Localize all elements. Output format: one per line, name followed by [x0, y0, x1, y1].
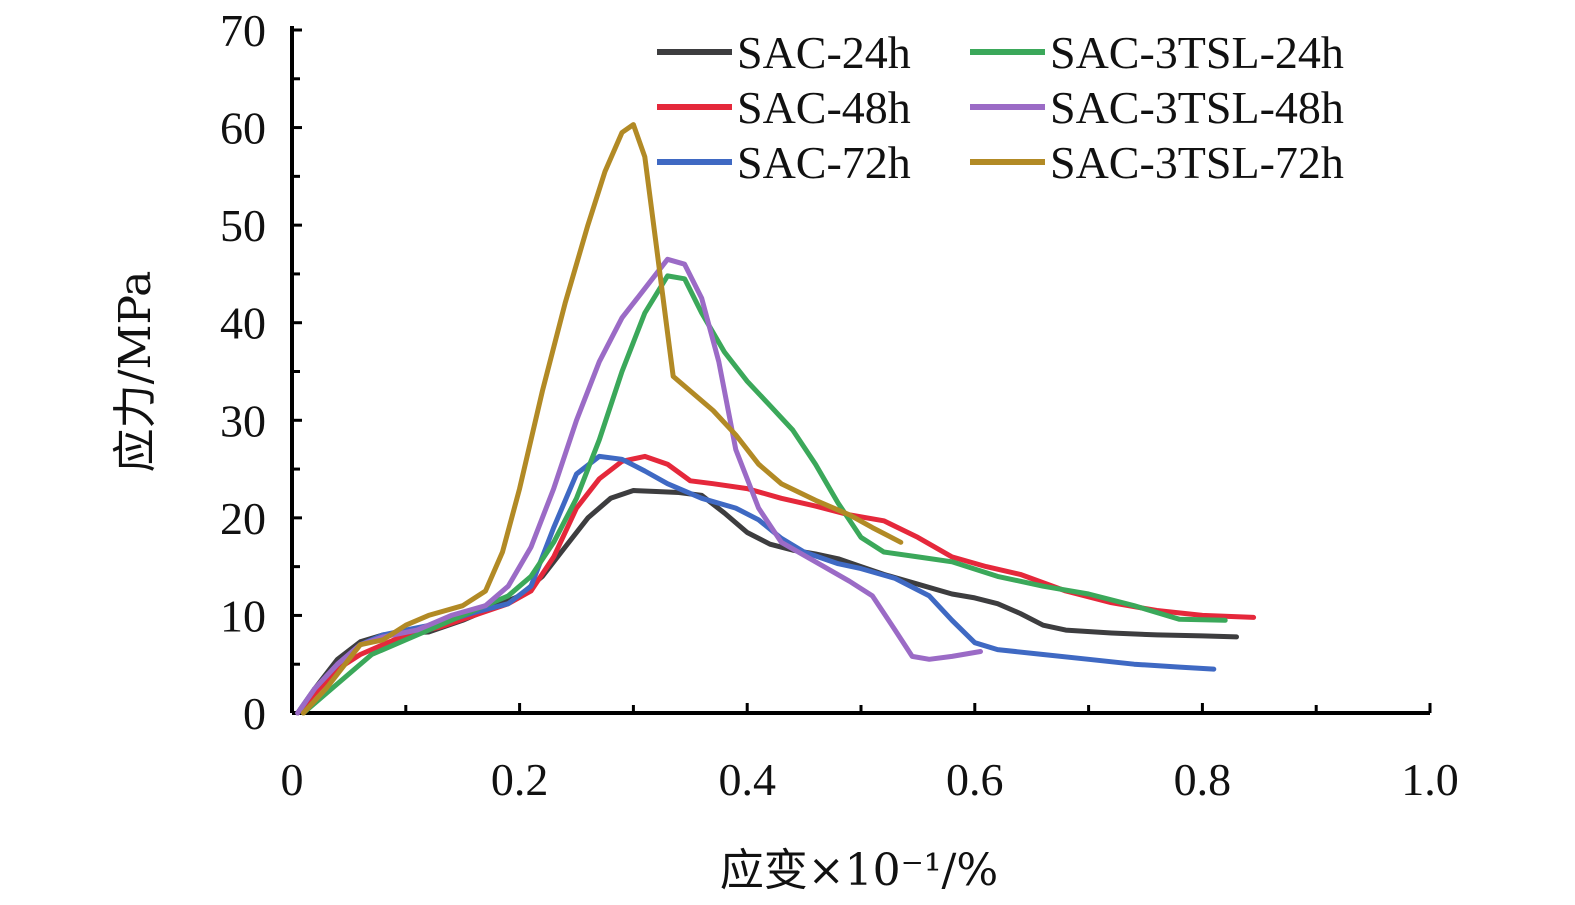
x-tick-label: 0.4 [718, 754, 776, 805]
axes: 0 10 20 30 40 50 60 70 0 0.2 0.4 0.6 0.8 1.0 [220, 5, 1459, 805]
y-tick-label: 50 [220, 200, 266, 251]
y-tick-label: 70 [220, 5, 266, 56]
y-tick-label: 30 [220, 395, 266, 446]
y-axis-title: 应力/MPa [110, 271, 161, 473]
series-line-sac-48h [295, 453, 1257, 716]
series-line-sac-3tsl-24h [300, 273, 1228, 716]
series-line-sac-3tsl-72h [300, 122, 904, 716]
y-tick-label: 0 [243, 688, 266, 739]
x-tick-label: 0.6 [946, 754, 1004, 805]
legend-label: SAC-3TSL-24h [1050, 27, 1344, 78]
x-tick-label: 0.2 [491, 754, 549, 805]
y-tick-label: 40 [220, 298, 266, 349]
x-axis-title: 应变×10⁻¹/% [720, 845, 998, 896]
y-tick-label: 10 [220, 590, 266, 641]
series-group [295, 122, 1257, 716]
legend-label: SAC-3TSL-72h [1050, 137, 1344, 188]
y-tick-label: 20 [220, 493, 266, 544]
x-tick-label: 1.0 [1401, 754, 1459, 805]
legend: SAC-24hSAC-48hSAC-72hSAC-3TSL-24hSAC-3TS… [657, 27, 1344, 188]
series-line-sac-3tsl-48h [295, 256, 983, 716]
legend-label: SAC-3TSL-48h [1050, 82, 1344, 133]
x-tick-label: 0.8 [1174, 754, 1232, 805]
y-tick-label: 60 [220, 103, 266, 154]
legend-label: SAC-24h [737, 27, 911, 78]
x-tick-label: 0 [281, 754, 304, 805]
legend-label: SAC-48h [737, 82, 911, 133]
legend-label: SAC-72h [737, 137, 911, 188]
